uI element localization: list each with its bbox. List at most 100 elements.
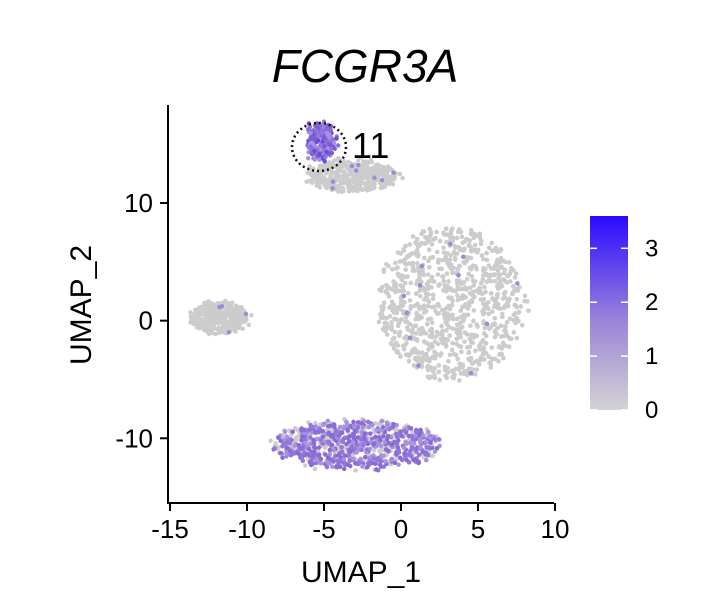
- cell-point: [278, 450, 283, 456]
- cell-point: [471, 335, 476, 340]
- cell-point: [418, 283, 423, 288]
- cell-point: [495, 268, 501, 273]
- cell-point: [495, 292, 500, 297]
- cell-point: [435, 272, 441, 277]
- cell-point: [429, 331, 435, 336]
- cell-point: [312, 157, 318, 162]
- cell-point: [399, 317, 404, 322]
- cell-point: [503, 290, 508, 295]
- cell-point: [394, 349, 399, 355]
- cell-point: [484, 333, 489, 339]
- cell-point: [276, 435, 281, 440]
- cell-point: [381, 434, 386, 439]
- cell-point: [498, 323, 504, 328]
- cell-point: [323, 180, 329, 186]
- cell-point: [472, 372, 478, 377]
- chart-title: FCGR3A: [272, 40, 459, 92]
- cell-point: [473, 247, 478, 253]
- cell-point: [202, 305, 207, 311]
- cell-point: [416, 351, 422, 356]
- cell-point: [334, 136, 339, 141]
- cell-point: [353, 184, 359, 190]
- cell-point: [426, 258, 431, 264]
- cell-point: [321, 163, 326, 169]
- cell-point: [502, 267, 508, 272]
- cell-point: [495, 295, 500, 300]
- cell-point: [321, 135, 327, 141]
- cell-point: [445, 232, 450, 237]
- cell-point: [402, 343, 407, 348]
- cell-point: [446, 295, 451, 300]
- cell-point: [429, 365, 434, 370]
- cell-point: [468, 371, 473, 376]
- cell-point: [380, 178, 385, 183]
- cell-point: [308, 435, 313, 440]
- cell-point: [363, 454, 368, 460]
- cell-point: [445, 283, 450, 289]
- cell-point: [416, 452, 422, 457]
- cell-point: [483, 341, 489, 346]
- cell-point: [410, 430, 415, 435]
- cell-point: [336, 189, 341, 194]
- cell-point: [484, 279, 489, 285]
- cell-point: [458, 335, 463, 340]
- cell-point: [333, 429, 339, 434]
- cell-point: [312, 148, 317, 154]
- cell-point: [484, 321, 490, 327]
- cell-point: [424, 352, 429, 358]
- cell-point: [387, 314, 393, 319]
- cell-point: [407, 298, 413, 303]
- cell-point: [303, 463, 308, 468]
- cell-point: [366, 419, 371, 424]
- cell-point: [501, 277, 506, 282]
- cell-point: [401, 445, 407, 451]
- cell-point: [408, 280, 413, 286]
- cell-point: [325, 418, 331, 423]
- cell-point: [414, 281, 419, 287]
- cell-point: [454, 235, 460, 241]
- cell-point: [230, 324, 235, 330]
- cell-point: [403, 267, 408, 272]
- cell-point: [426, 299, 432, 304]
- cell-point: [493, 248, 499, 253]
- cell-point: [346, 168, 351, 173]
- cell-point: [339, 430, 345, 435]
- cell-point: [489, 240, 494, 246]
- cell-point: [446, 370, 451, 375]
- cell-point: [487, 245, 492, 251]
- cell-point: [382, 325, 387, 330]
- cell-point: [425, 237, 430, 243]
- cell-point: [463, 295, 468, 300]
- cell-point: [484, 250, 489, 256]
- cell-point: [458, 287, 464, 292]
- cell-point: [408, 251, 414, 257]
- cell-point: [337, 182, 343, 188]
- cell-point: [212, 326, 218, 331]
- cell-point: [447, 257, 452, 262]
- cell-point: [432, 339, 438, 344]
- cell-point: [438, 331, 443, 336]
- cell-point: [378, 288, 384, 293]
- cell-point: [450, 298, 455, 303]
- cell-point: [505, 303, 511, 309]
- cell-point: [295, 434, 301, 439]
- cell-point: [513, 288, 518, 293]
- cell-point: [335, 458, 340, 463]
- cell-point: [423, 331, 428, 336]
- cell-point: [493, 356, 498, 362]
- cell-point: [427, 226, 432, 232]
- cell-point: [496, 272, 501, 277]
- cell-point: [444, 226, 449, 231]
- cell-point: [422, 241, 427, 246]
- cell-point: [424, 458, 429, 463]
- cell-point: [326, 161, 331, 167]
- cell-point: [510, 291, 515, 297]
- cell-point: [365, 188, 370, 193]
- cell-point: [508, 279, 513, 284]
- cell-point: [468, 323, 473, 328]
- cell-point: [211, 306, 216, 312]
- cell-point: [319, 179, 324, 184]
- cell-point: [319, 175, 324, 181]
- cell-point: [462, 239, 468, 244]
- cell-point: [363, 181, 369, 186]
